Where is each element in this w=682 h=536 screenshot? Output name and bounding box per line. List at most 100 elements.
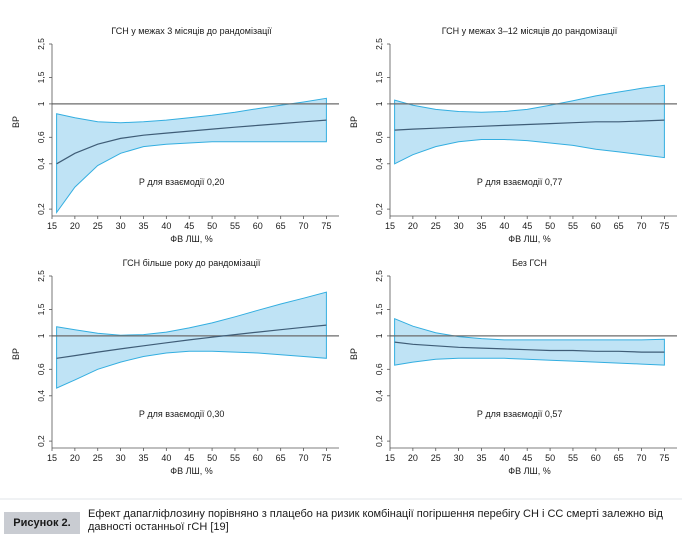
panel-4-y-tick-label: 0,6 (374, 363, 384, 375)
panel-3-x-tick-label: 40 (161, 453, 171, 463)
panel-1-y-tick-label: 0,4 (36, 158, 46, 170)
panel-2-x-tick-label: 65 (614, 221, 624, 231)
panel-2-y-tick-label: 2,5 (374, 38, 384, 50)
panel-3-x-tick-label: 35 (138, 453, 148, 463)
panel-4-x-tick-label: 40 (499, 453, 509, 463)
panel-2-interaction-annotation: Р для взаємодії 0,77 (477, 177, 563, 187)
panel-4-x-tick-label: 55 (568, 453, 578, 463)
panel-3-x-tick-label: 15 (47, 453, 57, 463)
figure-number-label: Рисунок 2. (4, 512, 80, 534)
panel-3-x-tick-label: 45 (184, 453, 194, 463)
panel-1-y-tick-label: 0,6 (36, 131, 46, 143)
panel-2-y-tick-label: 0,4 (374, 158, 384, 170)
panel-1-x-tick-label: 70 (299, 221, 309, 231)
panel-1-x-tick-label: 20 (70, 221, 80, 231)
panel-3-x-tick-label: 75 (321, 453, 331, 463)
panel-2-x-tick-label: 25 (431, 221, 441, 231)
panel-2-y-axis-label: ВР (349, 116, 359, 128)
panel-4-x-tick-label: 75 (659, 453, 669, 463)
panel-3-x-tick-label: 55 (230, 453, 240, 463)
panel-1-confidence-band (56, 97, 327, 215)
panel-2-x-tick-label: 30 (454, 221, 464, 231)
panel-4-x-tick-label: 30 (454, 453, 464, 463)
panel-3-y-tick-label: 0,6 (36, 363, 46, 375)
panel-4-y-tick-label: 1,5 (374, 303, 384, 315)
panel-4-x-tick-label: 70 (637, 453, 647, 463)
panel-4-y-axis-label: ВР (349, 348, 359, 360)
panel-3-x-tick-label: 20 (70, 453, 80, 463)
panel-4-estimate-line (394, 341, 665, 353)
panel-4-x-tick-label: 25 (431, 453, 441, 463)
panel-1-x-axis-label: ФВ ЛШ, % (170, 234, 213, 244)
panel-2-x-tick-label: 50 (545, 221, 555, 231)
panel-3-y-tick-label: 2,5 (36, 270, 46, 282)
panel-4-interaction-annotation: Р для взаємодії 0,57 (477, 409, 563, 419)
panel-2-title: ГСН у межах 3–12 місяців до рандомізації (442, 26, 618, 36)
panel-2-group: ГСН у межах 3–12 місяців до рандомізації… (349, 26, 677, 244)
panel-1-y-tick-label: 2,5 (36, 38, 46, 50)
panel-1-y-axis-label: ВР (11, 116, 21, 128)
panel-2-x-tick-label: 55 (568, 221, 578, 231)
panel-1-group: ГСН у межах 3 місяців до рандомізації 15 2… (11, 26, 339, 244)
panel-4-x-tick-label: 50 (545, 453, 555, 463)
panel-4-x-tick-label: 20 (408, 453, 418, 463)
panel-1-x-tick-label: 40 (161, 221, 171, 231)
panel-3-x-tick-label: 65 (276, 453, 286, 463)
panel-1-y-tick-label: 1,5 (36, 71, 46, 83)
panel-1-x-tick-label: 65 (276, 221, 286, 231)
panel-4-y-tick-label: 1 (374, 333, 384, 338)
panel-3-y-axis-label: ВР (11, 348, 21, 360)
panel-1-x-tick-label: 35 (138, 221, 148, 231)
panel-4-y-tick-label: 0,4 (374, 390, 384, 402)
panel-2-estimate-line (394, 119, 665, 131)
panel-3-group: ГСН більше року до рандомізації 15 20 25 30 3… (11, 258, 339, 476)
panel-2-x-tick-label: 20 (408, 221, 418, 231)
panel-2-x-tick-label: 60 (591, 221, 601, 231)
panel-2-x-tick-label: 35 (476, 221, 486, 231)
panel-1-interaction-annotation: Р для взаємодії 0,20 (139, 177, 225, 187)
panel-3-x-tick-label: 60 (253, 453, 263, 463)
panel-3-y-tick-label: 0,2 (36, 435, 46, 447)
panel-1-x-tick-label: 15 (47, 221, 57, 231)
panel-1-y-tick-label: 0,2 (36, 203, 46, 215)
panel-4-y-tick-label: 2,5 (374, 270, 384, 282)
panel-4-title: Без ГСН (512, 258, 547, 268)
panel-2-y-tick-label: 0,2 (374, 203, 384, 215)
panel-3-x-axis-label: ФВ ЛШ, % (170, 466, 213, 476)
panel-2-x-axis-label: ФВ ЛШ, % (508, 234, 551, 244)
panel-4-x-axis-label: ФВ ЛШ, % (508, 466, 551, 476)
panel-3-estimate-line (56, 324, 327, 359)
figure-caption-text: Ефект дапагліфлозину порівняно з плацебо… (88, 508, 663, 533)
panel-3-x-tick-label: 50 (207, 453, 217, 463)
panel-1-x-tick-label: 25 (93, 221, 103, 231)
panel-2-x-tick-label: 15 (385, 221, 395, 231)
panel-3-y-tick-label: 1,5 (36, 303, 46, 315)
figure-panels: ГСН у межах 3 місяців до рандомізації 15 2… (0, 26, 682, 500)
panel-4-group: Без ГСН 15 20 25 30 35 40 45 50 55 60 65 70 75 0,2 0,4 0… (349, 258, 677, 476)
panel-3-title: ГСН більше року до рандомізації (123, 258, 261, 268)
panel-1-x-tick-label: 50 (207, 221, 217, 231)
panel-3-y-tick-label: 1 (36, 333, 46, 338)
panel-3-x-tick-label: 25 (93, 453, 103, 463)
panel-4-y-tick-label: 0,2 (374, 435, 384, 447)
panel-4-x-tick-label: 65 (614, 453, 624, 463)
panel-2-x-tick-label: 70 (637, 221, 647, 231)
panel-1-x-tick-label: 30 (116, 221, 126, 231)
panel-2-y-tick-label: 1,5 (374, 71, 384, 83)
panel-2-x-tick-label: 75 (659, 221, 669, 231)
panel-1-estimate-line (56, 119, 327, 165)
panel-4-x-tick-label: 15 (385, 453, 395, 463)
panel-1-title: ГСН у межах 3 місяців до рандомізації (111, 26, 272, 36)
panel-2-y-tick-label: 1 (374, 101, 384, 106)
panel-3-y-tick-label: 0,4 (36, 390, 46, 402)
panel-2-y-tick-label: 0,6 (374, 131, 384, 143)
panel-1-x-tick-label: 55 (230, 221, 240, 231)
panel-1-x-tick-label: 45 (184, 221, 194, 231)
panel-4-x-tick-label: 60 (591, 453, 601, 463)
panel-4-x-tick-label: 35 (476, 453, 486, 463)
panel-2-x-tick-label: 45 (522, 221, 532, 231)
panel-4-confidence-band (394, 317, 665, 366)
panel-4-x-tick-label: 45 (522, 453, 532, 463)
panel-1-y-tick-label: 1 (36, 101, 46, 106)
panel-1-x-tick-label: 75 (321, 221, 331, 231)
